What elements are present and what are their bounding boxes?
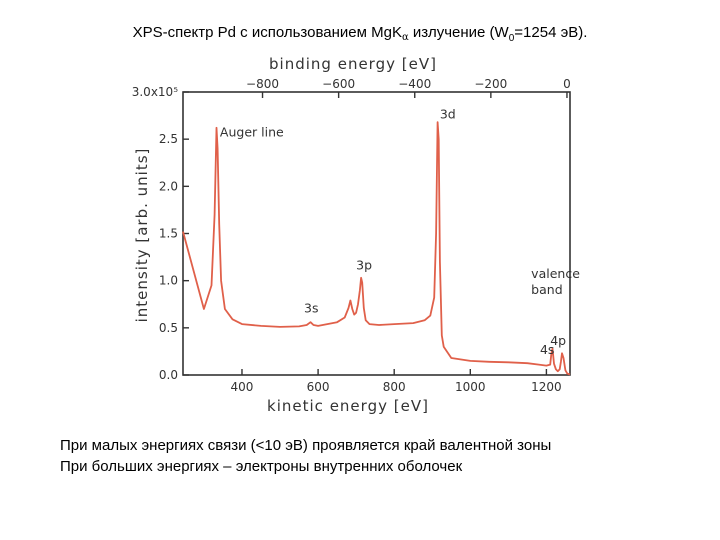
annotation-label: 3p — [356, 257, 372, 272]
top-tick-label: 0 — [563, 77, 571, 91]
y-tick-label: 1.0 — [159, 274, 178, 288]
x-tick-label: 800 — [383, 380, 406, 394]
top-ticks: −800 −600 −400 −200 0 — [246, 77, 571, 98]
spectrum-line — [182, 121, 571, 376]
annotation-label: 3s — [304, 301, 318, 316]
annotation-label: band — [531, 282, 562, 297]
top-tick-label: −800 — [246, 77, 279, 91]
title-prefix: XPS-спектр Pd с использованием MgK — [132, 24, 402, 41]
x-axis-label: kinetic energy [eV] — [267, 397, 429, 415]
y-tick-label: 1.5 — [159, 227, 178, 241]
title-mid: излучение (W — [408, 24, 509, 41]
y-axis-label: intensity [arb. units] — [133, 148, 151, 323]
top-axis-label: binding energy [eV] — [269, 55, 437, 73]
y-tick-label: 2.5 — [159, 132, 178, 146]
caption-valence-band: При малых энергиях связи (<10 эВ) проявл… — [60, 437, 552, 454]
y-tick-label: 0.5 — [159, 321, 178, 335]
x-tick-label: 400 — [231, 380, 254, 394]
y-tick-label: 0.0 — [159, 368, 178, 382]
annotation-label: 4p — [550, 333, 566, 348]
annotation-label: 3d — [440, 106, 456, 121]
x-tick-label: 1200 — [531, 380, 562, 394]
annotation-label: Auger line — [220, 124, 284, 139]
x-tick-label: 600 — [307, 380, 330, 394]
title-suffix: =1254 эВ). — [514, 24, 588, 41]
top-tick-label: −400 — [398, 77, 431, 91]
top-tick-label: −200 — [474, 77, 507, 91]
top-tick-label: −600 — [322, 77, 355, 91]
annotation-label: valence — [531, 266, 580, 281]
y-tick-label: 2.0 — [159, 179, 178, 193]
annotation-label: 4s — [540, 342, 554, 357]
title-alpha: α — [401, 32, 409, 43]
x-ticks: 400 600 800 1000 1200 — [231, 369, 562, 394]
y-tick-label: 3.0x10⁵ — [132, 85, 178, 99]
slide-title: XPS-спектр Pd с использованием MgKα излу… — [0, 24, 720, 44]
title-sub: 0 — [508, 33, 515, 44]
x-tick-label: 1000 — [455, 380, 486, 394]
y-ticks: 0.0 0.5 1.0 1.5 2.0 2.5 3.0x10⁵ — [132, 85, 189, 382]
caption-core-levels: При больших энергиях – электроны внутрен… — [60, 458, 463, 475]
